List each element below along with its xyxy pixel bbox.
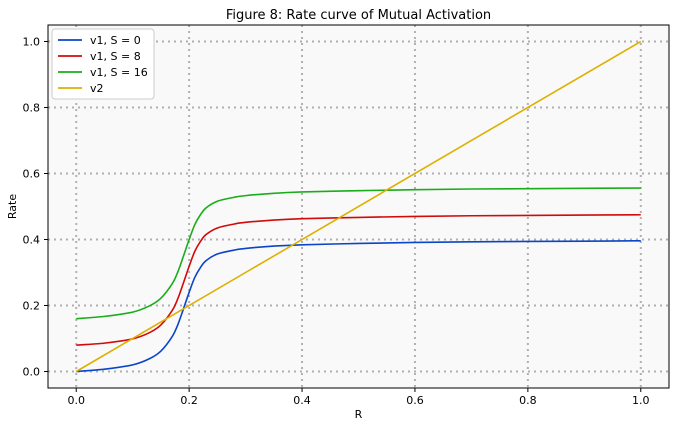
legend-box xyxy=(51,28,155,100)
series-line-1 xyxy=(76,213,641,346)
legend-label-0: v1, S = 0 xyxy=(90,34,141,47)
x-tick-label-3: 0.6 xyxy=(406,394,424,407)
legend: v1, S = 0 v1, S = 8 v1, S = 16 v2 xyxy=(51,28,155,100)
y-tick-label-1: 0.2 xyxy=(23,300,41,313)
y-tick-label-3: 0.6 xyxy=(23,168,41,181)
x-tick-label-2: 0.4 xyxy=(293,394,311,407)
y-tick-label-0: 0.0 xyxy=(23,366,41,379)
series-line-2 xyxy=(76,187,641,320)
y-tick-label-2: 0.4 xyxy=(23,234,41,247)
y-axis-label: Rate xyxy=(6,194,19,219)
chart-title: Figure 8: Rate curve of Mutual Activatio… xyxy=(226,8,491,23)
series-line-3 xyxy=(75,40,642,373)
series-layer xyxy=(75,40,642,373)
series-line-0 xyxy=(76,240,641,373)
ticks: 0.0 0.2 0.4 0.6 0.8 1.0 0.0 0.2 0.4 0.6 0.8 1.0 xyxy=(23,36,650,408)
y-tick-label-4: 0.8 xyxy=(23,102,41,115)
y-tick-label-5: 1.0 xyxy=(23,36,41,49)
plot-frame xyxy=(47,24,670,389)
x-tick-label-1: 0.2 xyxy=(180,394,198,407)
legend-label-2: v1, S = 16 xyxy=(90,66,148,79)
x-axis-label: R xyxy=(355,408,363,421)
legend-label-1: v1, S = 8 xyxy=(90,50,141,63)
legend-label-3: v2 xyxy=(90,82,104,95)
x-tick-label-5: 1.0 xyxy=(632,394,650,407)
x-tick-label-0: 0.0 xyxy=(67,394,85,407)
x-tick-label-4: 0.8 xyxy=(519,394,537,407)
